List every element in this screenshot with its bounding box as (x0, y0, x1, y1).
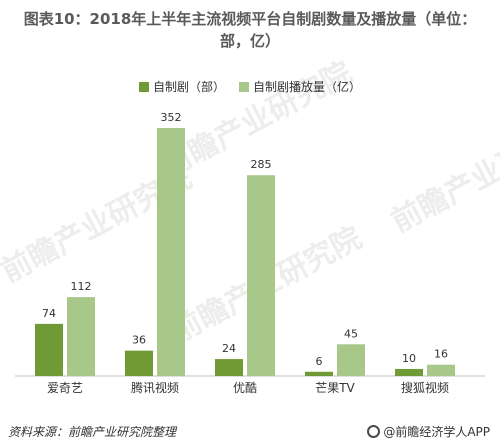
brand-label: @前瞻经济学人APP (367, 423, 490, 440)
legend-swatch-series2 (239, 81, 249, 92)
source-note: 资料来源：前瞻产业研究院整理 (8, 425, 177, 439)
bar-series1 (125, 350, 153, 376)
data-label-series2: 16 (434, 348, 448, 361)
data-label-series1: 24 (222, 342, 236, 355)
data-label-series1: 74 (42, 307, 56, 320)
x-tick-label: 腾讯视频 (131, 380, 179, 395)
data-label-series2: 352 (161, 111, 182, 124)
data-label-series1: 10 (402, 352, 416, 365)
x-tick-label: 爱奇艺 (47, 381, 83, 395)
bar-series2 (67, 297, 95, 376)
bar-series1 (305, 371, 333, 376)
legend-swatch-series1 (138, 81, 149, 92)
data-label-series1: 6 (316, 355, 323, 368)
data-label-series2: 112 (71, 280, 92, 293)
bar-series2 (157, 128, 185, 376)
legend-label-series1: 自制剧（部） (152, 80, 225, 94)
bar-series1 (215, 359, 243, 376)
data-label-series2: 285 (251, 158, 272, 171)
chart-title-line-1: 图表10：2018年上半年主流视频平台自制剧数量及播放量（单位： (23, 10, 477, 28)
x-tick-label: 搜狐视频 (401, 380, 449, 395)
data-label-series2: 45 (344, 327, 358, 340)
brand-text: @前瞻经济学人APP (383, 425, 490, 439)
bar-series2 (337, 344, 365, 376)
data-label-series1: 36 (132, 334, 146, 347)
bar-series1 (395, 368, 423, 376)
x-tick-label: 优酷 (233, 381, 257, 395)
bar-series2 (427, 364, 455, 376)
bar-series1 (35, 323, 63, 376)
bar-series2 (247, 175, 275, 376)
chart-legend: 自制剧（部） 自制剧播放量（亿） (0, 78, 500, 95)
legend-item-series2: 自制剧播放量（亿） (239, 78, 361, 95)
brand-logo-icon (367, 425, 381, 438)
legend-item-series1: 自制剧（部） (138, 78, 225, 95)
chart-title: 图表10：2018年上半年主流视频平台自制剧数量及播放量（单位： 部，亿） (0, 8, 500, 52)
legend-label-series2: 自制剧播放量（亿） (253, 80, 362, 94)
chart-title-line-2: 部，亿） (219, 32, 280, 50)
x-tick-label: 芒果TV (315, 380, 355, 395)
